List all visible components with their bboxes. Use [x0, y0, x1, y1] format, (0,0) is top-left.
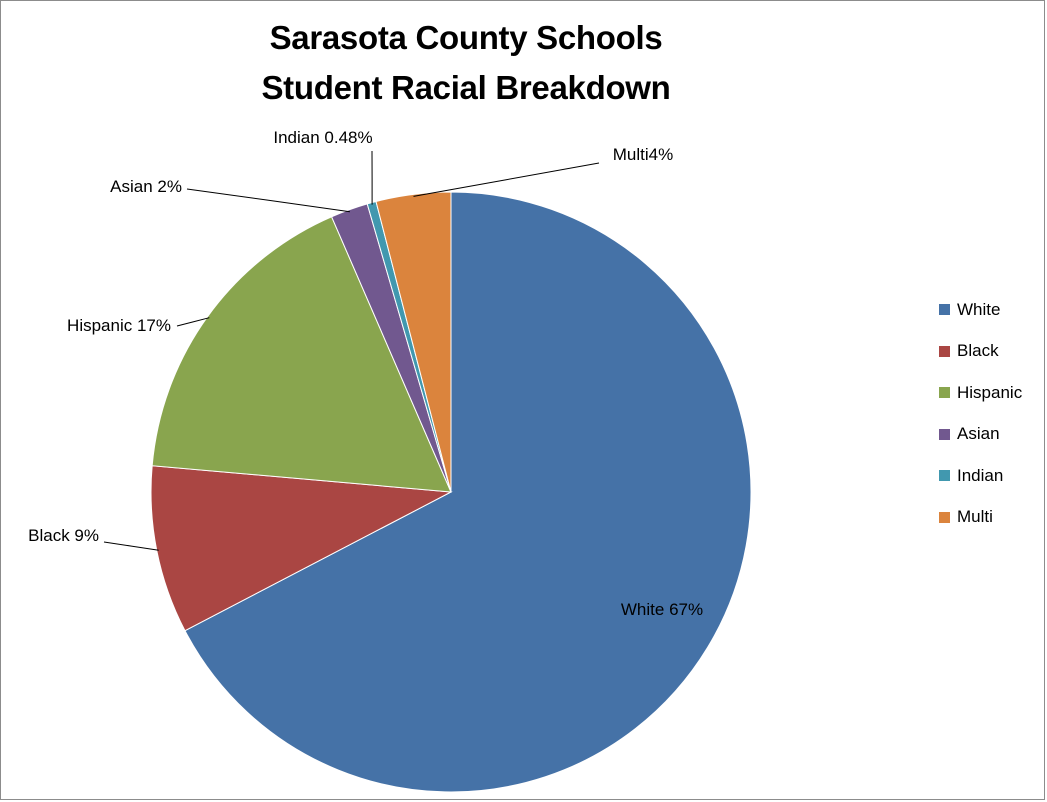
legend-label-hispanic: Hispanic	[957, 382, 1023, 402]
legend-swatch-black	[939, 345, 950, 357]
legend-item-white: White	[939, 289, 1022, 331]
chart-title-line-1: Sarasota County Schools	[269, 19, 663, 56]
legend-swatch-indian	[939, 470, 950, 482]
leader-line-hispanic	[176, 317, 210, 327]
leader-line-asian	[186, 188, 350, 213]
pie-slice-hispanic	[151, 216, 452, 493]
leader-line-black	[103, 541, 159, 551]
data-label-black: Black 9%	[28, 526, 99, 545]
legend-label-indian: Indian	[957, 465, 1004, 485]
legend-label-white: White	[957, 299, 1001, 319]
legend-label-black: Black	[957, 341, 999, 361]
legend-swatch-white	[939, 304, 950, 316]
legend: White Black Hispanic Asian Indian Multi	[939, 289, 1022, 538]
pie-slice-black	[150, 465, 453, 632]
legend-item-black: Black	[939, 331, 1022, 373]
leader-line-multi	[413, 162, 600, 197]
legend-swatch-hispanic	[939, 387, 950, 399]
data-label-multi: Multi4%	[613, 145, 673, 164]
legend-label-asian: Asian	[957, 424, 1000, 444]
legend-item-indian: Indian	[939, 455, 1022, 497]
data-label-asian: Asian 2%	[110, 177, 182, 196]
legend-label-multi: Multi	[957, 507, 993, 527]
pie-slice-white	[184, 191, 752, 793]
legend-item-asian: Asian	[939, 414, 1022, 456]
legend-item-multi: Multi	[939, 497, 1022, 539]
data-label-hispanic: Hispanic 17%	[67, 316, 171, 335]
chart-title-line-2: Student Racial Breakdown	[261, 69, 671, 106]
legend-item-hispanic: Hispanic	[939, 372, 1022, 414]
legend-swatch-multi	[939, 511, 950, 523]
pie-slice-multi	[375, 191, 452, 493]
legend-swatch-asian	[939, 428, 950, 440]
data-label-indian: Indian 0.48%	[273, 128, 372, 147]
data-label-white: White 67%	[621, 600, 703, 619]
